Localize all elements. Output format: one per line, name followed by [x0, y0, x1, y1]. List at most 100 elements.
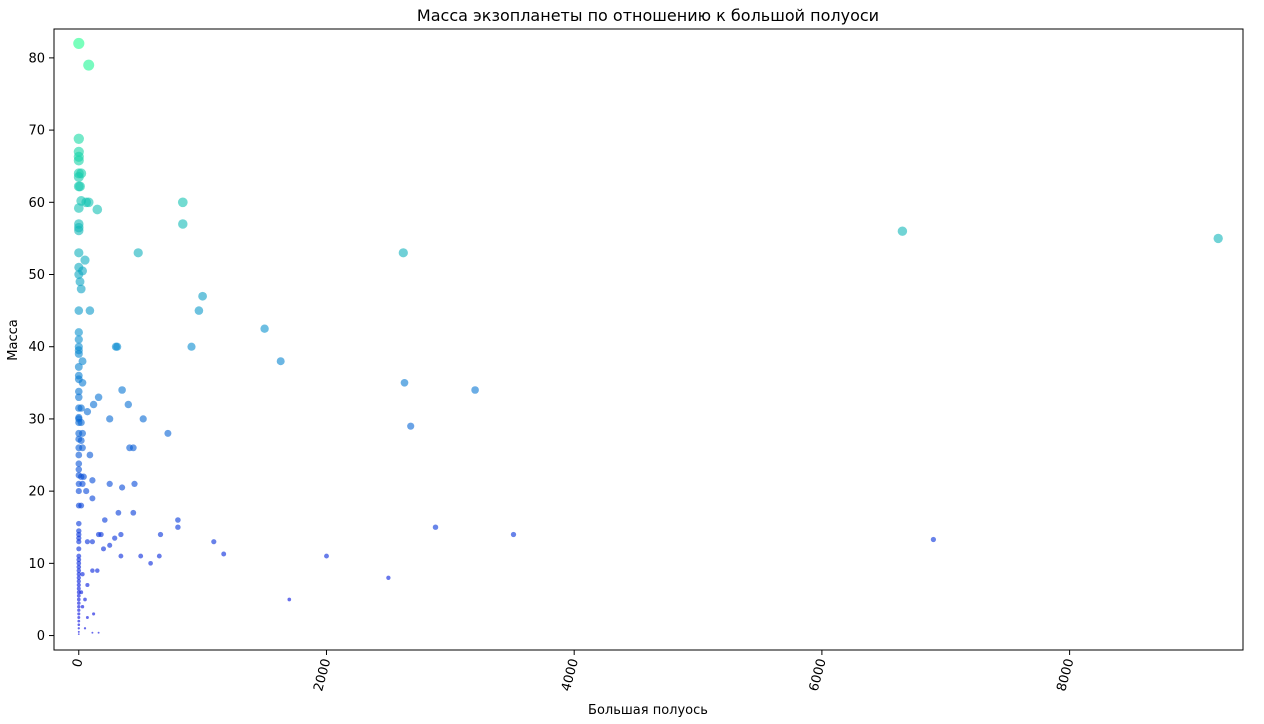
- data-point: [92, 204, 103, 215]
- data-point: [94, 393, 103, 402]
- data-point: [74, 362, 83, 371]
- data-point: [92, 612, 96, 616]
- data-point: [80, 572, 85, 577]
- x-axis-ticks: 0 2000 4000 6000 8000: [70, 650, 1077, 693]
- data-point: [77, 601, 81, 605]
- data-point: [75, 387, 83, 396]
- data-point: [76, 582, 81, 588]
- data-point: [79, 480, 86, 488]
- data-point: [187, 342, 196, 351]
- data-point: [75, 277, 85, 287]
- data-point: [91, 631, 94, 634]
- data-point: [79, 590, 84, 595]
- data-point: [276, 357, 285, 366]
- data-point: [77, 418, 85, 427]
- data-point: [97, 631, 100, 634]
- y-tick-label: 70: [28, 124, 45, 139]
- data-point: [75, 460, 83, 467]
- data-point: [398, 248, 408, 258]
- data-point: [76, 564, 82, 570]
- data-point: [75, 181, 85, 192]
- data-point: [73, 37, 85, 49]
- data-point: [76, 546, 82, 552]
- data-point: [89, 495, 96, 502]
- data-point: [77, 630, 80, 633]
- data-point: [113, 342, 122, 351]
- data-point: [157, 531, 164, 538]
- data-point: [177, 197, 188, 208]
- data-point: [221, 551, 227, 557]
- data-point: [79, 444, 86, 452]
- y-tick-label: 60: [28, 196, 45, 211]
- data-point: [77, 608, 81, 612]
- data-point: [510, 531, 517, 538]
- data-point: [77, 623, 81, 626]
- data-point: [76, 579, 81, 584]
- data-point: [211, 539, 217, 545]
- data-point: [76, 539, 82, 545]
- data-point: [119, 484, 126, 491]
- data-point: [89, 477, 96, 484]
- data-point: [83, 59, 95, 71]
- data-point: [164, 429, 172, 437]
- y-tick-label: 50: [28, 268, 45, 283]
- data-point: [84, 539, 90, 545]
- data-point: [85, 582, 90, 588]
- data-point: [77, 627, 80, 630]
- data-point: [260, 324, 269, 333]
- data-point: [75, 466, 83, 473]
- y-tick-label: 30: [28, 412, 45, 427]
- x-tick-label: 2000: [311, 657, 334, 693]
- x-tick-label: 4000: [559, 657, 582, 693]
- data-point: [85, 306, 95, 315]
- y-axis-label: Масса: [6, 319, 21, 360]
- data-point: [77, 633, 80, 635]
- data-point: [74, 270, 84, 279]
- data-point: [74, 248, 84, 258]
- data-point: [100, 546, 107, 552]
- data-point: [1213, 233, 1223, 244]
- data-point: [83, 488, 90, 495]
- data-point: [86, 451, 94, 459]
- y-tick-label: 20: [28, 485, 45, 500]
- data-point: [130, 509, 137, 516]
- data-point: [83, 408, 92, 416]
- data-point: [930, 536, 937, 543]
- data-point: [89, 539, 95, 545]
- data-point: [76, 284, 86, 294]
- data-point: [118, 386, 126, 394]
- data-point: [80, 255, 90, 265]
- data-point: [77, 616, 81, 619]
- data-point: [78, 502, 85, 509]
- chart-title: Масса экзопланеты по отношению к большой…: [417, 6, 879, 25]
- data-point: [77, 605, 81, 609]
- data-point: [75, 451, 83, 459]
- data-point: [74, 225, 84, 236]
- data-point: [98, 531, 104, 538]
- data-point: [118, 531, 124, 538]
- data-point: [124, 400, 133, 409]
- data-point: [407, 422, 415, 430]
- data-point: [78, 429, 87, 437]
- data-point: [80, 605, 85, 609]
- data-point: [78, 378, 87, 387]
- data-point: [73, 155, 84, 166]
- x-tick-label: 6000: [807, 657, 830, 693]
- data-point: [133, 248, 143, 258]
- data-point: [83, 197, 94, 208]
- y-tick-label: 80: [28, 51, 45, 66]
- data-point: [106, 480, 113, 488]
- data-point: [95, 568, 100, 573]
- data-point: [83, 627, 87, 630]
- data-point: [156, 553, 162, 559]
- data-point: [78, 357, 87, 366]
- data-point: [194, 306, 204, 315]
- data-point: [76, 560, 82, 566]
- data-point: [76, 568, 82, 573]
- data-point: [118, 553, 124, 559]
- data-point: [115, 509, 122, 516]
- data-point: [139, 415, 147, 423]
- points-layer: [73, 37, 1223, 635]
- data-point: [112, 535, 118, 541]
- data-point: [107, 542, 113, 548]
